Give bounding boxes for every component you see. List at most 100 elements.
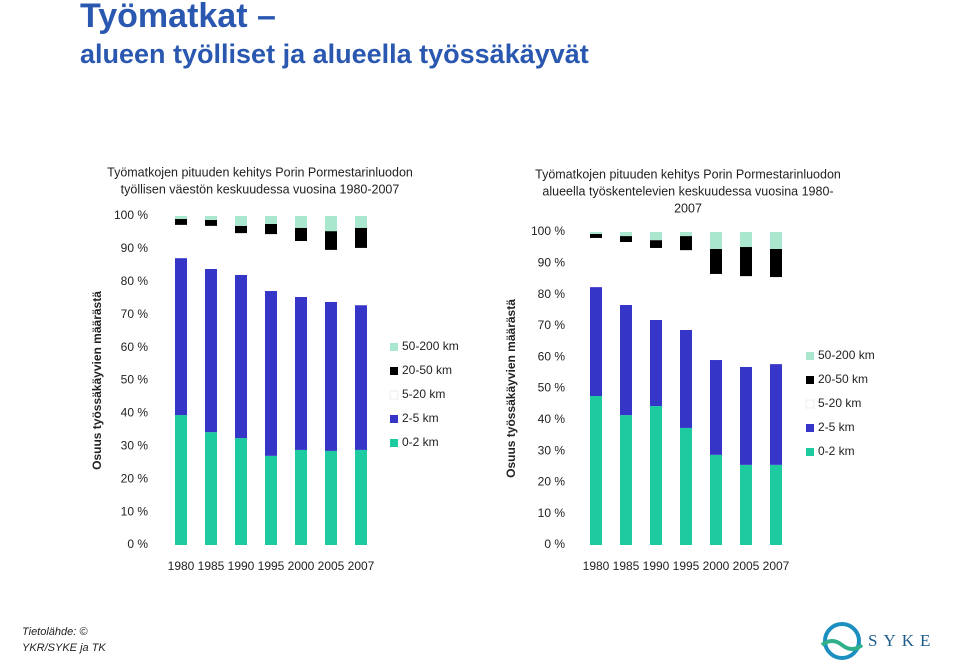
bar-segment	[680, 250, 692, 330]
slide-title: Työmatkat –	[80, 0, 276, 35]
y-tick-label: 10 %	[121, 504, 149, 518]
x-tick-label: 2007	[348, 559, 375, 573]
legend-swatch	[806, 448, 814, 456]
source: YKR/SYKE ja TK	[22, 642, 106, 654]
bar-segment	[740, 464, 752, 545]
y-tick-label: 50 %	[538, 381, 566, 395]
bar-segment	[620, 242, 632, 305]
bar-segment	[710, 454, 722, 545]
bar-segment	[710, 273, 722, 361]
legend-swatch	[390, 343, 398, 351]
y-axis-title: Osuus työssäkäyvien määrästä	[90, 291, 104, 470]
x-tick-label: 2005	[318, 559, 345, 573]
bar-segment	[325, 450, 337, 545]
bar-segment	[295, 227, 307, 242]
y-tick-label: 0 %	[544, 537, 565, 551]
bar-segment	[205, 219, 217, 226]
bar-segment	[710, 248, 722, 274]
legend-label: 2-5 km	[818, 420, 855, 434]
bar-segment	[740, 247, 752, 277]
bar-segment	[710, 232, 722, 249]
x-tick-label: 1995	[258, 559, 285, 573]
y-tick-label: 40 %	[538, 412, 566, 426]
bar-segment	[355, 247, 367, 306]
bar-segment	[175, 415, 187, 545]
bar-segment	[235, 233, 247, 275]
y-tick-label: 50 %	[121, 373, 149, 387]
legend-label: 0-2 km	[402, 435, 439, 449]
legend-swatch	[390, 415, 398, 423]
bar-segment	[205, 216, 217, 220]
x-tick-label: 2007	[763, 559, 790, 573]
bar-segment	[710, 360, 722, 455]
bar-segment	[295, 449, 307, 545]
bar-segment	[740, 366, 752, 465]
y-tick-label: 80 %	[538, 287, 566, 301]
legend-swatch	[805, 399, 815, 409]
chart-title: työllisen väestön keskuudessa vuosina 19…	[121, 182, 400, 196]
y-tick-label: 70 %	[538, 318, 566, 332]
bar-segment	[355, 305, 367, 450]
bar-segment	[650, 240, 662, 248]
bar-segment	[590, 237, 602, 288]
x-tick-label: 1990	[643, 559, 670, 573]
legend-swatch	[806, 424, 814, 432]
bar-segment	[680, 236, 692, 251]
legend-swatch	[389, 390, 399, 400]
bar-segment	[680, 329, 692, 428]
y-tick-label: 30 %	[121, 438, 149, 452]
bar-segment	[650, 406, 662, 545]
bar-segment	[235, 274, 247, 439]
y-axis-title: Osuus työssäkäyvien määrästä	[504, 299, 518, 478]
y-tick-label: 90 %	[538, 255, 566, 269]
bar-segment	[295, 296, 307, 450]
y-tick-label: 60 %	[538, 349, 566, 363]
bar-segment	[175, 224, 187, 259]
legend-swatch	[806, 352, 814, 360]
y-tick-label: 20 %	[538, 475, 566, 489]
y-tick-label: 10 %	[538, 506, 566, 520]
x-tick-label: 2000	[703, 559, 730, 573]
chart-title: alueella työskentelevien keskuudessa vuo…	[542, 184, 833, 198]
bar-segment	[590, 396, 602, 545]
chart-title: Työmatkojen pituuden kehitys Porin Porme…	[535, 167, 841, 181]
x-tick-label: 1990	[228, 559, 255, 573]
legend-label: 5-20 km	[818, 396, 861, 410]
chart-title: 2007	[674, 201, 702, 215]
y-tick-label: 60 %	[121, 340, 149, 354]
x-tick-label: 1985	[613, 559, 640, 573]
chart-title: Työmatkojen pituuden kehitys Porin Porme…	[107, 165, 413, 179]
y-tick-label: 30 %	[538, 443, 566, 457]
bar-segment	[680, 427, 692, 545]
x-tick-label: 2005	[733, 559, 760, 573]
y-tick-label: 0 %	[127, 537, 148, 551]
y-tick-label: 100 %	[531, 224, 565, 238]
bar-segment	[620, 236, 632, 243]
legend-label: 20-50 km	[402, 363, 452, 377]
bar-segment	[265, 216, 277, 224]
bar-segment	[325, 249, 337, 302]
legend-label: 0-2 km	[818, 444, 855, 458]
bar-segment	[620, 232, 632, 237]
bar-segment	[770, 248, 782, 278]
bar-segment	[175, 258, 187, 416]
bar-segment	[680, 232, 692, 237]
bar-segment	[265, 223, 277, 235]
y-tick-label: 80 %	[121, 274, 149, 288]
bar-segment	[650, 319, 662, 407]
bar-segment	[175, 216, 187, 219]
legend-swatch	[390, 367, 398, 375]
bar-segment	[590, 287, 602, 397]
chart: Työmatkojen pituuden kehitys Porin Porme…	[504, 167, 875, 573]
bar-segment	[355, 216, 367, 228]
y-tick-label: 100 %	[114, 208, 148, 222]
bar-segment	[325, 216, 337, 232]
bar-segment	[265, 455, 277, 545]
bar-segment	[295, 241, 307, 297]
bar-segment	[235, 225, 247, 234]
bar-segment	[770, 232, 782, 249]
bar-segment	[235, 216, 247, 226]
